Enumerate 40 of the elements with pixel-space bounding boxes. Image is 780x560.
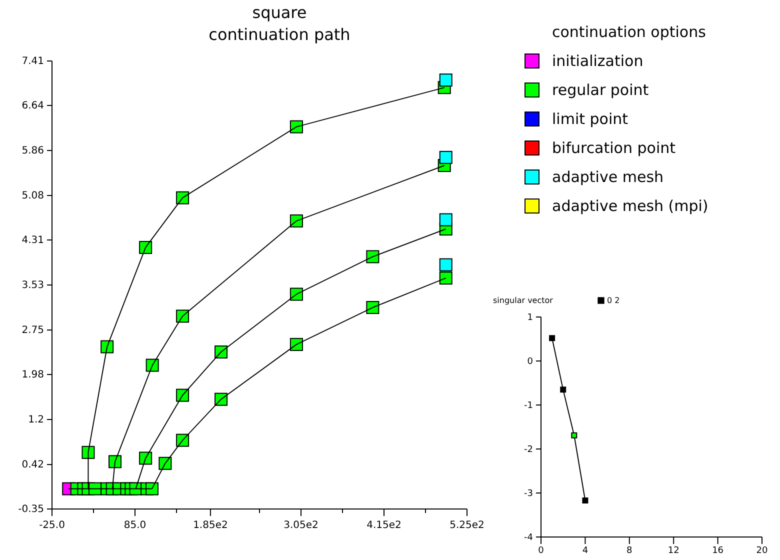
y-tick-label: 5.08: [22, 190, 44, 202]
y-tick-label: 0: [527, 357, 534, 367]
legend-label: regular point: [552, 81, 649, 99]
x-tick-label: 12: [668, 546, 680, 556]
chart-title: square: [252, 3, 307, 22]
y-tick-label: 1: [527, 313, 533, 323]
legend-label: bifurcation point: [552, 139, 676, 157]
y-tick-label: -4: [524, 533, 534, 543]
legend-label: 0 2: [607, 296, 620, 305]
y-tick-label: 1.2: [28, 414, 44, 426]
y-tick-label: 3.53: [22, 280, 44, 291]
y-tick-label: -0.35: [18, 504, 44, 515]
legend-label: initialization: [552, 52, 644, 70]
legend-label: adaptive mesh: [552, 168, 664, 186]
legend-title: continuation options: [552, 23, 706, 41]
x-tick-label: 4: [582, 546, 588, 556]
x-tick-label: -25.0: [39, 520, 65, 531]
x-tick-label: 3.05e2: [284, 520, 318, 531]
x-tick-label: 4.15e2: [366, 520, 402, 531]
y-tick-label: 1.98: [22, 369, 44, 380]
y-tick-label: 0.42: [22, 460, 44, 471]
x-tick-label: 1.85e2: [193, 520, 228, 531]
legend-label: adaptive mesh (mpi): [552, 197, 708, 215]
chart-subtitle: continuation path: [208, 25, 350, 44]
x-tick-label: 85.0: [124, 520, 146, 531]
y-tick-label: -2: [524, 445, 533, 455]
y-tick-label: 7.41: [22, 56, 44, 67]
x-tick-label: 8: [626, 546, 633, 556]
legend-label: limit point: [552, 110, 628, 128]
y-tick-label: 4.31: [22, 234, 44, 246]
y-tick-label: 2.75: [22, 325, 44, 336]
x-tick-label: 5.25e2: [450, 520, 484, 531]
x-tick-label: 0: [538, 546, 544, 556]
y-tick-label: 6.64: [22, 100, 44, 112]
chart-title: singular vector: [493, 296, 554, 305]
x-tick-label: 20: [756, 546, 768, 556]
x-tick-label: 16: [712, 546, 724, 556]
y-tick-label: -1: [524, 401, 533, 411]
y-tick-label: 5.86: [22, 145, 44, 156]
y-tick-label: -3: [524, 489, 533, 499]
